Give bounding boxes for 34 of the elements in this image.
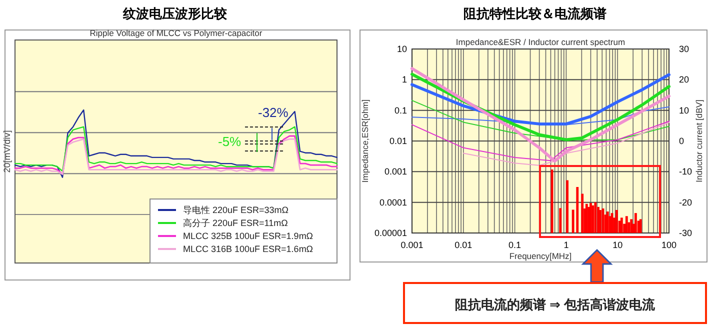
x-tick-label: 0.1 — [508, 240, 522, 250]
y-tick-label: 0.00001 — [374, 228, 407, 238]
y-tick-label: 0.1 — [394, 105, 407, 116]
chart-subtitle: Impedance&ESR / Inductor current spectrum — [456, 37, 626, 47]
y-tick-label: 0.001 — [384, 166, 407, 177]
y2-axis-title: Inductor current [dBV] — [694, 100, 704, 182]
chart-subtitle: Ripple Voltage of MLCC vs Polymer-capacitor — [90, 28, 262, 38]
annotation: -32% — [258, 105, 289, 120]
text: 阻抗电流的频谱 ⇒ 包括高谐波电流 — [454, 297, 656, 312]
y2-tick-label: 10 — [679, 105, 690, 116]
y-axis-title: Impedance,ESR[ohm] — [360, 99, 370, 183]
legend-label: 导电性 220uF ESR=33mΩ — [183, 205, 289, 215]
x-tick-label: 100 — [661, 240, 677, 250]
y-tick-label: 10 — [396, 44, 407, 54]
y-tick-label: 1 — [402, 74, 407, 85]
y-axis-title: 20[mV/div] — [2, 130, 12, 173]
annotation: -5% — [218, 134, 242, 149]
x-axis-title: Frequency[MHz] — [509, 251, 572, 261]
y2-tick-label: -20 — [679, 197, 692, 208]
y-tick-label: 0.0001 — [379, 197, 407, 208]
y2-tick-label: -10 — [679, 166, 692, 177]
y2-tick-label: -30 — [679, 228, 692, 238]
legend-label: MLCC 325B 100uF ESR=1.9mΩ — [183, 231, 314, 241]
chart-title: 纹波电压波形比较 — [122, 6, 228, 21]
x-tick-label: 10 — [612, 240, 623, 250]
legend-label: MLCC 316B 100uF ESR=1.6mΩ — [183, 244, 314, 254]
x-tick-label: 1 — [564, 240, 569, 250]
y2-tick-label: 30 — [679, 44, 690, 54]
y2-tick-label: 0 — [679, 136, 684, 146]
y2-tick-label: 20 — [679, 74, 690, 85]
legend-label: 高分子 220uF ESR=11mΩ — [183, 218, 288, 228]
y-tick-label: 0.01 — [389, 136, 407, 146]
chart-title: 阻抗特性比较＆电流频谱 — [464, 6, 606, 21]
x-tick-label: 0.01 — [454, 240, 472, 250]
